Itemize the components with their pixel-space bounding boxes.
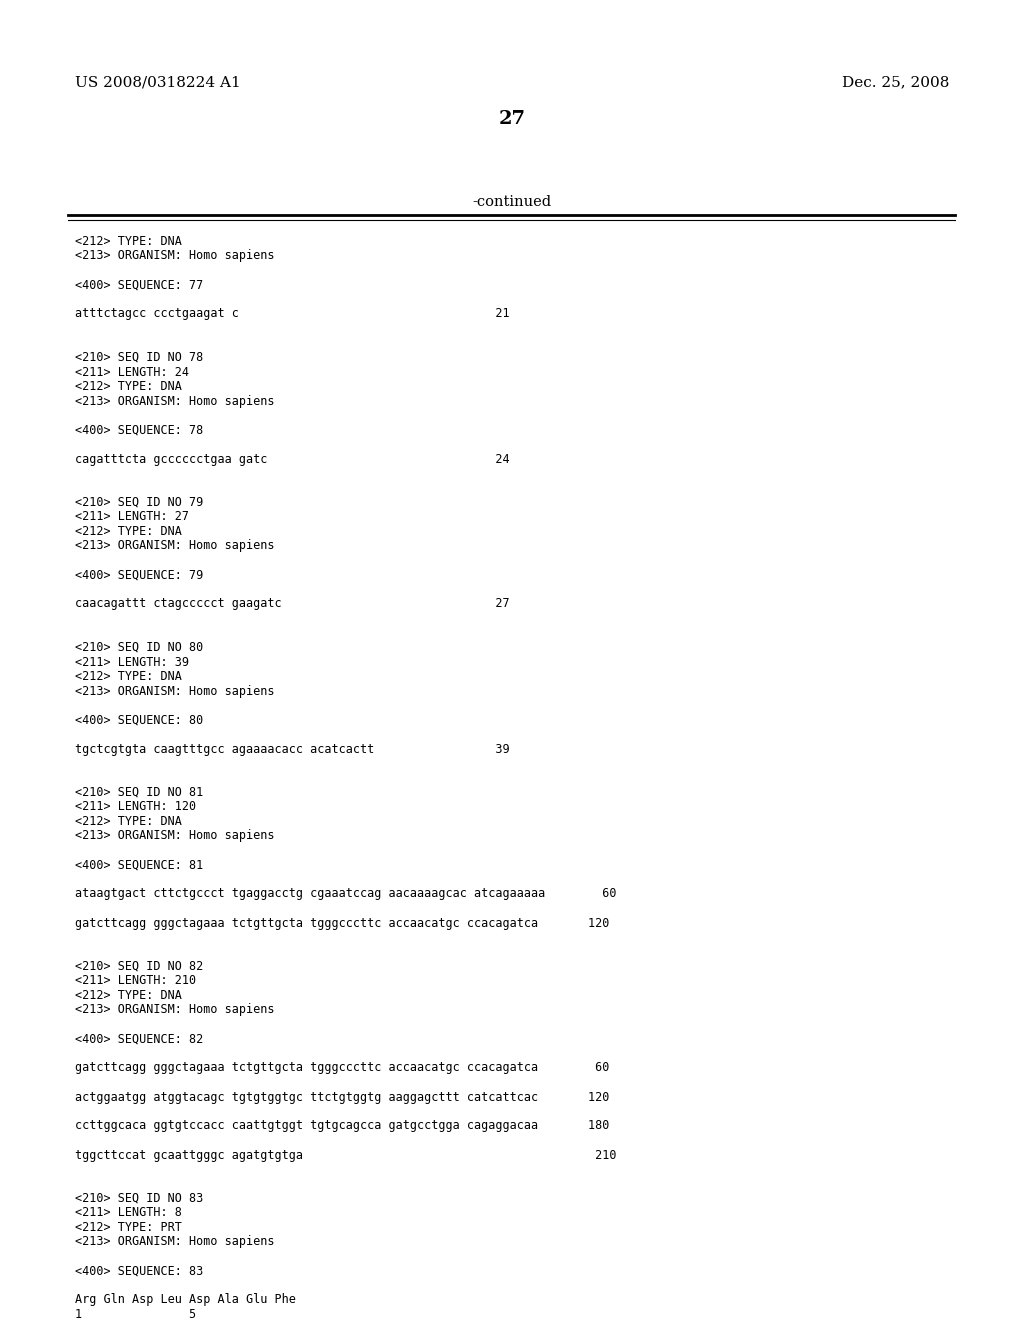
Text: <400> SEQUENCE: 77: <400> SEQUENCE: 77: [75, 279, 203, 292]
Text: <400> SEQUENCE: 81: <400> SEQUENCE: 81: [75, 858, 203, 871]
Text: <400> SEQUENCE: 79: <400> SEQUENCE: 79: [75, 569, 203, 582]
Text: <213> ORGANISM: Homo sapiens: <213> ORGANISM: Homo sapiens: [75, 395, 274, 408]
Text: actggaatgg atggtacagc tgtgtggtgc ttctgtggtg aaggagcttt catcattcac       120: actggaatgg atggtacagc tgtgtggtgc ttctgtg…: [75, 1090, 609, 1104]
Text: atttctagcc ccctgaagat c                                    21: atttctagcc ccctgaagat c 21: [75, 308, 510, 321]
Text: <210> SEQ ID NO 79: <210> SEQ ID NO 79: [75, 496, 203, 510]
Text: <212> TYPE: DNA: <212> TYPE: DNA: [75, 671, 182, 682]
Text: <210> SEQ ID NO 80: <210> SEQ ID NO 80: [75, 642, 203, 653]
Text: ataagtgact cttctgccct tgaggacctg cgaaatccag aacaaaagcac atcagaaaaa        60: ataagtgact cttctgccct tgaggacctg cgaaatc…: [75, 887, 616, 900]
Text: <400> SEQUENCE: 78: <400> SEQUENCE: 78: [75, 424, 203, 437]
Text: <400> SEQUENCE: 82: <400> SEQUENCE: 82: [75, 1032, 203, 1045]
Text: Dec. 25, 2008: Dec. 25, 2008: [842, 75, 949, 88]
Text: <211> LENGTH: 27: <211> LENGTH: 27: [75, 511, 189, 524]
Text: <212> TYPE: DNA: <212> TYPE: DNA: [75, 235, 182, 248]
Text: <211> LENGTH: 210: <211> LENGTH: 210: [75, 974, 197, 987]
Text: gatcttcagg gggctagaaa tctgttgcta tgggcccttc accaacatgc ccacagatca       120: gatcttcagg gggctagaaa tctgttgcta tgggccc…: [75, 916, 609, 929]
Text: gatcttcagg gggctagaaa tctgttgcta tgggcccttc accaacatgc ccacagatca        60: gatcttcagg gggctagaaa tctgttgcta tgggccc…: [75, 1061, 609, 1074]
Text: 27: 27: [499, 110, 525, 128]
Text: <213> ORGANISM: Homo sapiens: <213> ORGANISM: Homo sapiens: [75, 540, 274, 553]
Text: <400> SEQUENCE: 80: <400> SEQUENCE: 80: [75, 714, 203, 726]
Text: <210> SEQ ID NO 78: <210> SEQ ID NO 78: [75, 351, 203, 364]
Text: tgctcgtgta caagtttgcc agaaaacacc acatcactt                 39: tgctcgtgta caagtttgcc agaaaacacc acatcac…: [75, 742, 510, 755]
Text: <212> TYPE: PRT: <212> TYPE: PRT: [75, 1221, 182, 1234]
Text: <212> TYPE: DNA: <212> TYPE: DNA: [75, 525, 182, 539]
Text: <211> LENGTH: 24: <211> LENGTH: 24: [75, 366, 189, 379]
Text: <213> ORGANISM: Homo sapiens: <213> ORGANISM: Homo sapiens: [75, 1003, 274, 1016]
Text: <211> LENGTH: 8: <211> LENGTH: 8: [75, 1206, 182, 1220]
Text: <212> TYPE: DNA: <212> TYPE: DNA: [75, 380, 182, 393]
Text: 1               5: 1 5: [75, 1308, 197, 1320]
Text: ccttggcaca ggtgtccacc caattgtggt tgtgcagcca gatgcctgga cagaggacaa       180: ccttggcaca ggtgtccacc caattgtggt tgtgcag…: [75, 1119, 609, 1133]
Text: tggcttccat gcaattgggc agatgtgtga                                         210: tggcttccat gcaattgggc agatgtgtga 210: [75, 1148, 616, 1162]
Text: <210> SEQ ID NO 81: <210> SEQ ID NO 81: [75, 785, 203, 799]
Text: <212> TYPE: DNA: <212> TYPE: DNA: [75, 989, 182, 1002]
Text: Arg Gln Asp Leu Asp Ala Glu Phe: Arg Gln Asp Leu Asp Ala Glu Phe: [75, 1294, 296, 1307]
Text: <213> ORGANISM: Homo sapiens: <213> ORGANISM: Homo sapiens: [75, 685, 274, 697]
Text: <213> ORGANISM: Homo sapiens: <213> ORGANISM: Homo sapiens: [75, 249, 274, 263]
Text: -continued: -continued: [472, 195, 552, 209]
Text: <400> SEQUENCE: 83: <400> SEQUENCE: 83: [75, 1265, 203, 1278]
Text: <211> LENGTH: 39: <211> LENGTH: 39: [75, 656, 189, 668]
Text: cagatttcta gcccccctgaa gatc                                24: cagatttcta gcccccctgaa gatc 24: [75, 453, 510, 466]
Text: <210> SEQ ID NO 83: <210> SEQ ID NO 83: [75, 1192, 203, 1205]
Text: caacagattt ctagccccct gaagatc                              27: caacagattt ctagccccct gaagatc 27: [75, 598, 510, 610]
Text: <212> TYPE: DNA: <212> TYPE: DNA: [75, 814, 182, 828]
Text: US 2008/0318224 A1: US 2008/0318224 A1: [75, 75, 241, 88]
Text: <210> SEQ ID NO 82: <210> SEQ ID NO 82: [75, 960, 203, 973]
Text: <213> ORGANISM: Homo sapiens: <213> ORGANISM: Homo sapiens: [75, 829, 274, 842]
Text: <211> LENGTH: 120: <211> LENGTH: 120: [75, 800, 197, 813]
Text: <213> ORGANISM: Homo sapiens: <213> ORGANISM: Homo sapiens: [75, 1236, 274, 1249]
